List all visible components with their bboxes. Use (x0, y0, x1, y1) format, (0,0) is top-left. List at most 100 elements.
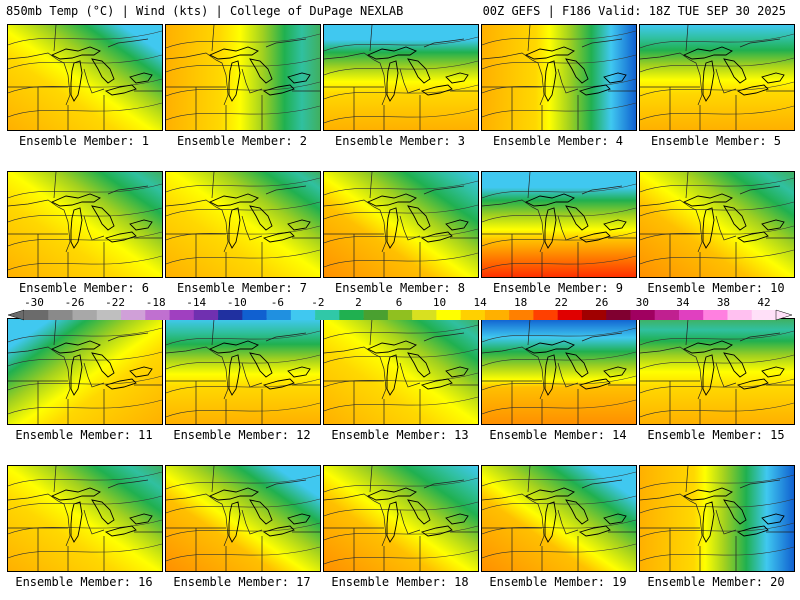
ensemble-member-label: Ensemble Member: 15 (647, 428, 785, 442)
state-borders (166, 172, 320, 277)
colorbar-segment (315, 310, 340, 320)
contour-line (482, 351, 636, 367)
ensemble-panel (481, 318, 637, 425)
temperature-map (482, 466, 636, 571)
colorbar-segment (145, 310, 170, 320)
colorbar-segment (460, 310, 486, 320)
temperature-field (482, 466, 636, 571)
ensemble-panel (639, 318, 795, 425)
ensemble-member-label: Ensemble Member: 4 (492, 134, 624, 148)
colorbar-segment (703, 310, 728, 320)
contour-line (482, 543, 636, 559)
colorbar-segment (412, 310, 437, 320)
ensemble-member-label: Ensemble Member: 17 (173, 575, 311, 589)
great-lakes-outline (50, 46, 153, 102)
colorbar-segment (193, 310, 219, 320)
temperature-map (166, 319, 320, 424)
contour-line (640, 81, 794, 97)
colorbar-segment (339, 310, 364, 320)
contour-line (324, 228, 478, 244)
contour-line (482, 30, 636, 46)
contour-line (166, 546, 320, 562)
colorbar-segment (533, 310, 558, 320)
ensemble-panel (7, 171, 163, 278)
state-borders (166, 319, 320, 424)
contour-line (482, 183, 636, 199)
temperature-map (482, 172, 636, 277)
contour-line (8, 183, 162, 199)
contour-line (8, 399, 162, 415)
contour-line (324, 501, 478, 517)
contour-line (8, 519, 162, 535)
contour-line (640, 177, 794, 193)
colorbar-tick-label: -6 (270, 296, 284, 309)
contour-line (482, 102, 636, 118)
temperature-map (166, 25, 320, 130)
colorbar-segment (290, 310, 316, 320)
contour-line (482, 327, 636, 343)
temperature-field (166, 172, 320, 277)
colorbar-segment (363, 310, 389, 320)
temperature-map (324, 466, 478, 571)
contour-line (8, 327, 162, 343)
temperature-map (8, 466, 162, 571)
ensemble-member-label: Ensemble Member: 3 (334, 134, 466, 148)
state-borders (482, 319, 636, 424)
contour-line (8, 471, 162, 487)
contour-line (324, 60, 478, 76)
ensemble-member-label: Ensemble Member: 7 (176, 281, 308, 295)
colorbar-segment (96, 310, 122, 320)
contour-line (166, 330, 320, 346)
contour-line (482, 207, 636, 223)
temperature-field (324, 319, 478, 424)
colorbar-segment (630, 310, 656, 320)
contour-line (640, 498, 794, 514)
ensemble-member-label: Ensemble Member: 2 (176, 134, 308, 148)
colorbar-segment (606, 310, 631, 320)
colorbar-tick-label: 6 (395, 296, 403, 309)
contour-line (482, 255, 636, 271)
ensemble-member-label: Ensemble Member: 14 (489, 428, 627, 442)
state-borders (482, 172, 636, 277)
colorbar-segment (484, 310, 510, 320)
contour-line (166, 354, 320, 370)
colorbar-tick-label: 42 (757, 296, 771, 309)
map-title: 850mb Temp (°C) | Wind (kts) | College o… (6, 4, 404, 18)
colorbar-tick-label: -26 (64, 296, 85, 309)
colorbar-segment (218, 310, 243, 320)
contour-line (640, 330, 794, 346)
state-borders (640, 172, 794, 277)
colorbar-segment (654, 310, 680, 320)
contour-line (482, 399, 636, 415)
temperature-field (324, 172, 478, 277)
contour-line (324, 477, 478, 493)
contour-line (482, 375, 636, 391)
contour-line (8, 102, 162, 118)
temperature-field (640, 25, 794, 130)
temperature-field (482, 319, 636, 424)
contour-line (324, 525, 478, 541)
colorbar-segment (242, 310, 267, 320)
contour-line (8, 30, 162, 46)
temperature-map (640, 172, 794, 277)
great-lakes-outline (50, 487, 153, 543)
great-lakes-outline (208, 193, 311, 249)
temperature-map (8, 172, 162, 277)
contour-line (640, 402, 794, 418)
contour-line (640, 378, 794, 394)
contour-line (324, 108, 478, 124)
ensemble-panel (165, 24, 321, 131)
contour-line (324, 84, 478, 100)
state-borders (8, 319, 162, 424)
ensemble-panel (481, 24, 637, 131)
contour-line (482, 471, 636, 487)
colorbar-segment (72, 310, 98, 320)
state-borders (640, 466, 794, 571)
temperature-field (640, 466, 794, 571)
state-borders (482, 25, 636, 130)
ensemble-member-label: Ensemble Member: 8 (334, 281, 466, 295)
temperature-map (640, 25, 794, 130)
contour-line (324, 180, 478, 196)
colorbar-tick-label: 34 (676, 296, 690, 309)
temperature-map (324, 319, 478, 424)
